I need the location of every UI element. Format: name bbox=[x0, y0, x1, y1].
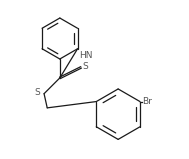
Text: S: S bbox=[83, 62, 88, 71]
Text: S: S bbox=[34, 88, 40, 97]
Text: Br: Br bbox=[142, 97, 152, 106]
Text: HN: HN bbox=[79, 51, 93, 60]
